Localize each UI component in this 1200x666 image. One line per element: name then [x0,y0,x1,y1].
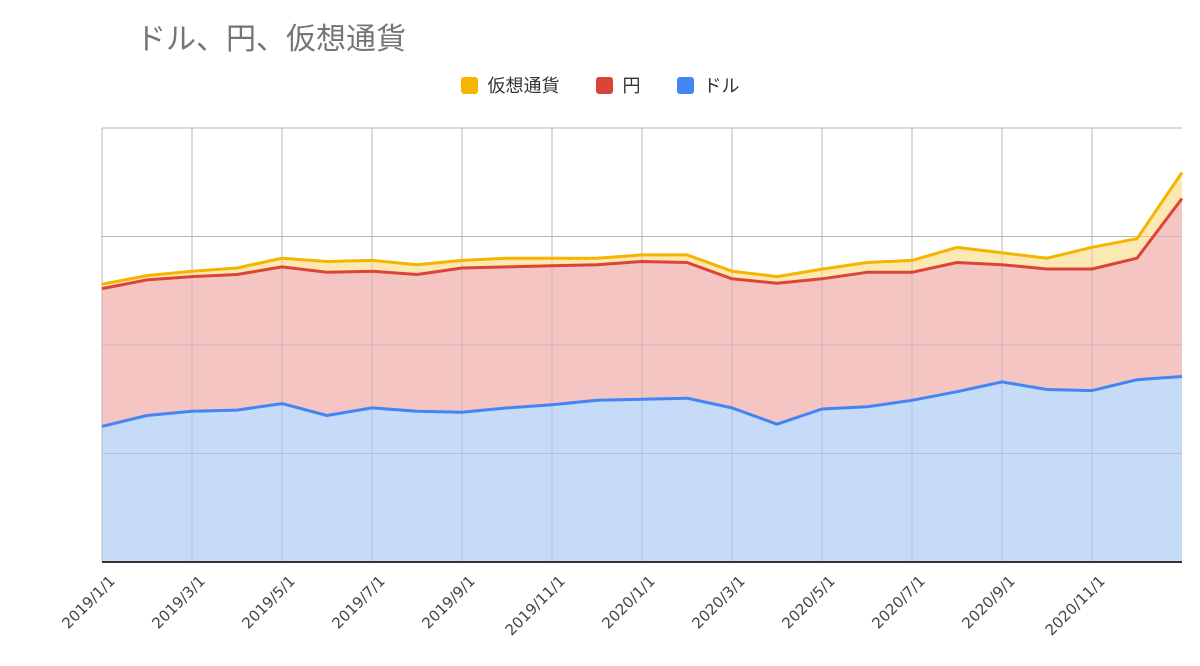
legend-label: ドル [703,76,740,97]
series-lines [101,171,1184,428]
x-tick-labels: 2019/1/1 2019/3/1 2019/5/1 2019/7/1 2019/9/1… [58,572,1108,639]
line-ドル [101,375,1183,428]
areas [102,172,1182,562]
chart-title: ドル、円、仮想通貨 [136,22,406,57]
legend-item: ドル [676,72,740,98]
x-tick-label: 2020/5/1 [778,572,838,632]
area-ドル [102,376,1182,562]
x-tick-label: 2019/1/1 [58,572,118,632]
area-円 [102,198,1182,427]
x-tick-label: 2020/11/1 [1042,572,1109,639]
x-tick-label: 2019/9/1 [418,572,478,632]
legend-swatch [676,76,694,94]
gridlines-overlay [101,127,1182,562]
x-tick-label: 2020/9/1 [958,572,1018,632]
x-tick-label: 2020/3/1 [688,572,748,632]
x-tick-label: 2019/5/1 [238,572,298,632]
legend: 仮想通貨 円 ドル [0,72,1200,98]
legend-swatch [595,76,613,94]
legend-item: 仮想通貨 [460,72,560,98]
line-円 [101,197,1184,291]
x-tick-label: 2019/11/1 [502,572,569,639]
legend-label: 円 [622,76,641,97]
line-仮想通貨 [101,171,1184,286]
x-tick-label: 2020/1/1 [598,572,658,632]
x-tick-label: 2019/7/1 [328,572,388,632]
legend-label: 仮想通貨 [487,76,560,97]
legend-swatch [460,76,478,94]
x-tick-label: 2019/3/1 [148,572,208,632]
x-tick-label: 2020/7/1 [868,572,928,632]
legend-item: 円 [595,72,641,98]
